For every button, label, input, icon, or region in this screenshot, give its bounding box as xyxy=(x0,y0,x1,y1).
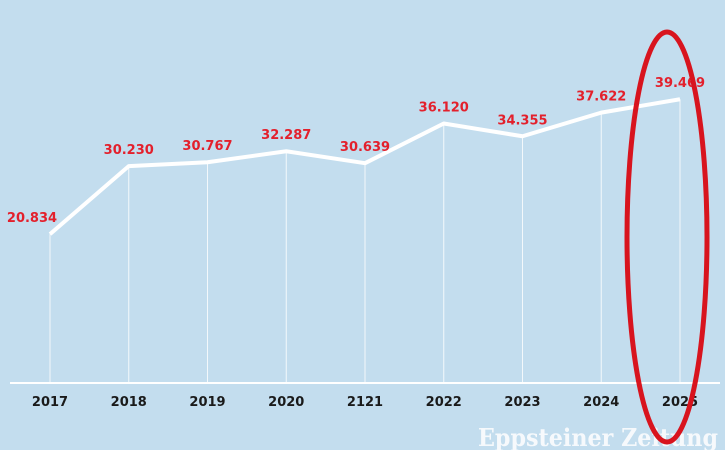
data-label: 30.230 xyxy=(104,143,154,158)
x-tick-label: 2017 xyxy=(32,395,68,410)
x-tick-label: 2022 xyxy=(426,395,462,410)
x-tick-label: 2024 xyxy=(583,395,619,410)
x-tick-label: 2121 xyxy=(347,395,383,410)
x-tick-label: 2023 xyxy=(504,395,540,410)
data-label: 37.622 xyxy=(576,90,626,105)
x-tick-label: 2018 xyxy=(111,395,147,410)
data-label: 32.287 xyxy=(261,128,311,143)
highlight-ellipse xyxy=(624,29,710,445)
x-tick-label: 2019 xyxy=(189,395,225,410)
data-label: 20.834 xyxy=(7,211,57,226)
data-label: 39.469 xyxy=(655,76,705,91)
x-tick-label: 2020 xyxy=(268,395,304,410)
data-label: 34.355 xyxy=(497,113,547,128)
data-label: 30.639 xyxy=(340,140,390,155)
series-line xyxy=(48,97,681,236)
data-label: 36.120 xyxy=(419,100,469,115)
data-label: 30.767 xyxy=(182,139,232,154)
